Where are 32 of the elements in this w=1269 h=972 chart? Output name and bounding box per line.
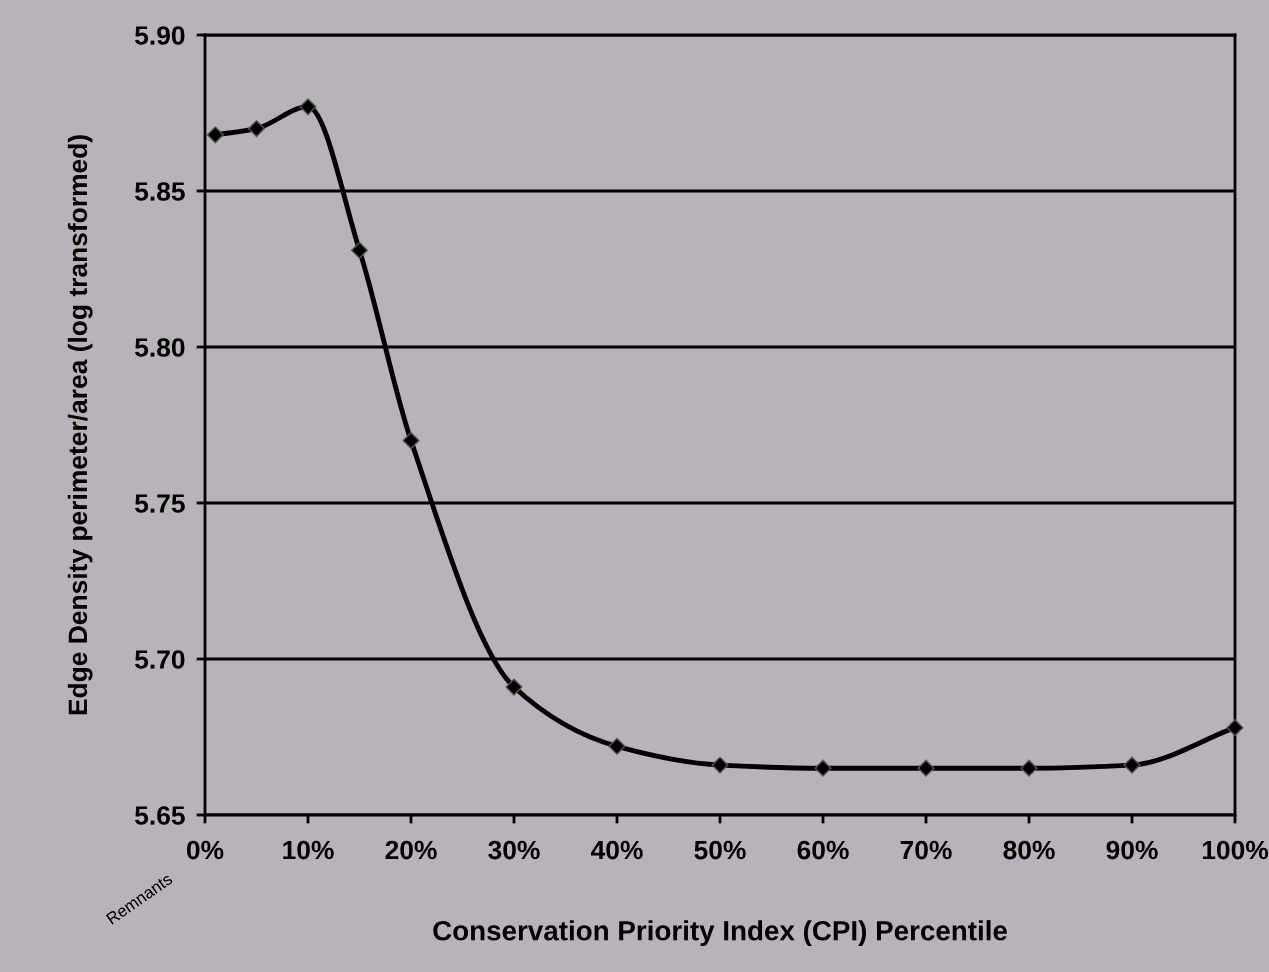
- x-tick-label: 20%: [385, 840, 437, 860]
- point: [350, 241, 369, 259]
- y-tick-label: 5.85: [135, 182, 185, 201]
- x-tick-label: 90%: [1106, 840, 1158, 860]
- y-axis-title: Edge Density perimeter/area (log transformed): [67, 135, 93, 715]
- x-tick-label: 80%: [1003, 840, 1055, 860]
- point: [402, 432, 420, 450]
- point: [917, 759, 935, 777]
- point: [814, 759, 832, 777]
- y-tick-label: 5.90: [135, 26, 185, 45]
- point: [1226, 719, 1244, 737]
- x-tick-label: 60%: [797, 840, 849, 860]
- x-tick-label: 0%: [186, 840, 224, 860]
- x-tick-label: 100%: [1202, 840, 1269, 860]
- x-tick-label: 30%: [488, 840, 540, 860]
- point: [608, 737, 626, 755]
- y-tick-label: 5.70: [135, 650, 185, 669]
- y-tick-label: 5.75: [135, 494, 185, 513]
- y-tick-label: 5.80: [135, 338, 185, 357]
- y-tick-label: 5.65: [135, 806, 185, 825]
- point: [299, 98, 317, 116]
- x-axis-title: Conservation Priority Index (CPI) Percentile: [433, 920, 1007, 947]
- point: [505, 678, 523, 696]
- point: [247, 120, 266, 138]
- x-tick-label: 10%: [283, 840, 334, 860]
- point: [1123, 756, 1141, 774]
- point: [711, 756, 729, 774]
- point: [1020, 759, 1038, 777]
- x-tick-label: 40%: [590, 840, 643, 860]
- x-tick-label: 50%: [694, 840, 746, 860]
- point: [206, 126, 224, 144]
- x-tick-label: 70%: [900, 840, 952, 860]
